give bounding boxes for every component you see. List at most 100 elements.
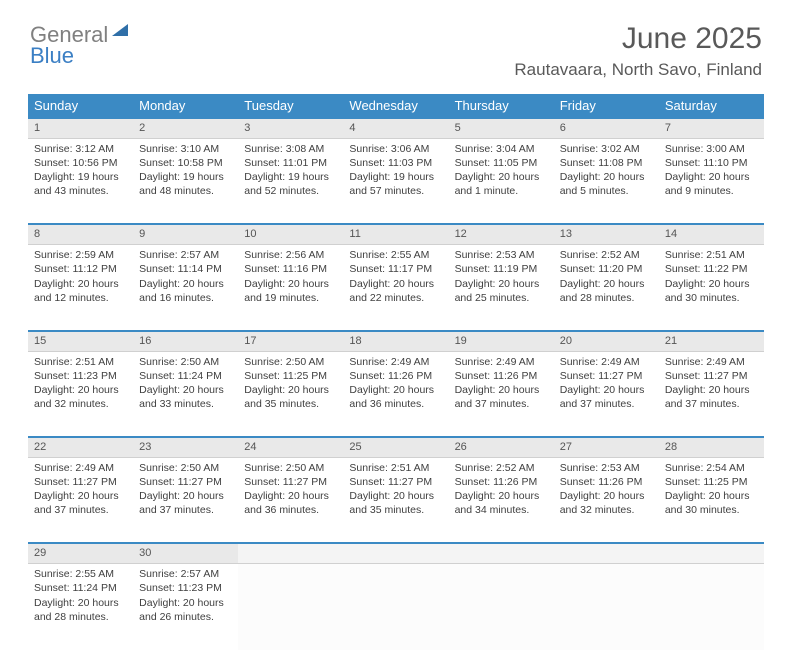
- sunset-text: Sunset: 11:26 PM: [455, 475, 548, 489]
- sunset-text: Sunset: 11:05 PM: [455, 156, 548, 170]
- daylight-text: Daylight: 20 hours and 35 minutes.: [244, 383, 337, 411]
- day-number-row: 2930: [28, 543, 764, 563]
- day-number-cell: 11: [343, 224, 448, 244]
- sunset-text: Sunset: 11:26 PM: [455, 369, 548, 383]
- day-content-cell: Sunrise: 3:10 AMSunset: 10:58 PMDaylight…: [133, 138, 238, 224]
- day-number-cell: 3: [238, 118, 343, 138]
- daylight-text: Daylight: 20 hours and 37 minutes.: [455, 383, 548, 411]
- day-header-row: SundayMondayTuesdayWednesdayThursdayFrid…: [28, 94, 764, 118]
- daylight-text: Daylight: 20 hours and 30 minutes.: [665, 489, 758, 517]
- day-header: Tuesday: [238, 94, 343, 118]
- day-number-cell: 29: [28, 543, 133, 563]
- daylight-text: Daylight: 19 hours and 52 minutes.: [244, 170, 337, 198]
- sunrise-text: Sunrise: 2:50 AM: [139, 355, 232, 369]
- calendar-table: SundayMondayTuesdayWednesdayThursdayFrid…: [28, 94, 764, 650]
- sunrise-text: Sunrise: 2:50 AM: [244, 355, 337, 369]
- day-content-cell: Sunrise: 2:51 AMSunset: 11:22 PMDaylight…: [659, 245, 764, 331]
- day-content-cell: Sunrise: 2:53 AMSunset: 11:19 PMDaylight…: [449, 245, 554, 331]
- sunset-text: Sunset: 11:23 PM: [139, 581, 232, 595]
- sunrise-text: Sunrise: 2:51 AM: [349, 461, 442, 475]
- sunset-text: Sunset: 11:26 PM: [560, 475, 653, 489]
- sunrise-text: Sunrise: 2:52 AM: [560, 248, 653, 262]
- page-title: June 2025: [514, 22, 762, 56]
- day-number-cell: 16: [133, 331, 238, 351]
- daylight-text: Daylight: 20 hours and 32 minutes.: [34, 383, 127, 411]
- sunset-text: Sunset: 11:12 PM: [34, 262, 127, 276]
- day-header: Saturday: [659, 94, 764, 118]
- sunrise-text: Sunrise: 3:06 AM: [349, 142, 442, 156]
- daylight-text: Daylight: 20 hours and 36 minutes.: [349, 383, 442, 411]
- logo-word-blue: Blue: [30, 46, 130, 67]
- sunrise-text: Sunrise: 2:56 AM: [244, 248, 337, 262]
- day-number-cell: 12: [449, 224, 554, 244]
- day-number-cell: 30: [133, 543, 238, 563]
- sunrise-text: Sunrise: 2:51 AM: [665, 248, 758, 262]
- day-number-cell: 21: [659, 331, 764, 351]
- title-block: June 2025 Rautavaara, North Savo, Finlan…: [514, 22, 762, 80]
- day-number-cell: [343, 543, 448, 563]
- day-number-cell: 22: [28, 437, 133, 457]
- day-content-cell: Sunrise: 2:53 AMSunset: 11:26 PMDaylight…: [554, 457, 659, 543]
- day-header: Sunday: [28, 94, 133, 118]
- sunrise-text: Sunrise: 2:52 AM: [455, 461, 548, 475]
- sunset-text: Sunset: 11:27 PM: [244, 475, 337, 489]
- sunrise-text: Sunrise: 3:08 AM: [244, 142, 337, 156]
- sunset-text: Sunset: 11:23 PM: [34, 369, 127, 383]
- day-number-cell: 25: [343, 437, 448, 457]
- sunrise-text: Sunrise: 2:49 AM: [349, 355, 442, 369]
- daylight-text: Daylight: 20 hours and 32 minutes.: [560, 489, 653, 517]
- sunrise-text: Sunrise: 2:54 AM: [665, 461, 758, 475]
- sunrise-text: Sunrise: 3:10 AM: [139, 142, 232, 156]
- day-content-cell: Sunrise: 2:49 AMSunset: 11:26 PMDaylight…: [343, 351, 448, 437]
- day-header: Friday: [554, 94, 659, 118]
- daylight-text: Daylight: 20 hours and 37 minutes.: [560, 383, 653, 411]
- day-content-cell: Sunrise: 3:08 AMSunset: 11:01 PMDaylight…: [238, 138, 343, 224]
- sunset-text: Sunset: 11:27 PM: [560, 369, 653, 383]
- sunrise-text: Sunrise: 2:59 AM: [34, 248, 127, 262]
- day-content-cell: [449, 564, 554, 650]
- day-number-cell: 26: [449, 437, 554, 457]
- sunrise-text: Sunrise: 2:55 AM: [349, 248, 442, 262]
- daylight-text: Daylight: 20 hours and 5 minutes.: [560, 170, 653, 198]
- logo-triangle-icon: [110, 22, 130, 42]
- sunset-text: Sunset: 11:27 PM: [349, 475, 442, 489]
- sunset-text: Sunset: 11:14 PM: [139, 262, 232, 276]
- day-content-cell: Sunrise: 2:49 AMSunset: 11:27 PMDaylight…: [28, 457, 133, 543]
- day-header: Monday: [133, 94, 238, 118]
- sunset-text: Sunset: 11:20 PM: [560, 262, 653, 276]
- sunrise-text: Sunrise: 3:02 AM: [560, 142, 653, 156]
- day-number-cell: 15: [28, 331, 133, 351]
- sunset-text: Sunset: 11:22 PM: [665, 262, 758, 276]
- sunset-text: Sunset: 11:10 PM: [665, 156, 758, 170]
- day-content-cell: Sunrise: 3:00 AMSunset: 11:10 PMDaylight…: [659, 138, 764, 224]
- day-header: Thursday: [449, 94, 554, 118]
- page-subtitle: Rautavaara, North Savo, Finland: [514, 60, 762, 80]
- day-content-cell: Sunrise: 2:51 AMSunset: 11:27 PMDaylight…: [343, 457, 448, 543]
- day-content-cell: Sunrise: 3:06 AMSunset: 11:03 PMDaylight…: [343, 138, 448, 224]
- day-content-row: Sunrise: 3:12 AMSunset: 10:56 PMDaylight…: [28, 138, 764, 224]
- day-number-cell: [449, 543, 554, 563]
- day-number-cell: 24: [238, 437, 343, 457]
- sunset-text: Sunset: 11:27 PM: [139, 475, 232, 489]
- day-number-cell: 27: [554, 437, 659, 457]
- sunset-text: Sunset: 11:08 PM: [560, 156, 653, 170]
- day-content-cell: Sunrise: 2:57 AMSunset: 11:23 PMDaylight…: [133, 564, 238, 650]
- sunrise-text: Sunrise: 3:04 AM: [455, 142, 548, 156]
- daylight-text: Daylight: 20 hours and 36 minutes.: [244, 489, 337, 517]
- day-number-cell: 13: [554, 224, 659, 244]
- day-content-cell: Sunrise: 2:49 AMSunset: 11:27 PMDaylight…: [554, 351, 659, 437]
- daylight-text: Daylight: 20 hours and 33 minutes.: [139, 383, 232, 411]
- sunrise-text: Sunrise: 2:53 AM: [455, 248, 548, 262]
- daylight-text: Daylight: 20 hours and 9 minutes.: [665, 170, 758, 198]
- day-content-row: Sunrise: 2:51 AMSunset: 11:23 PMDaylight…: [28, 351, 764, 437]
- daylight-text: Daylight: 20 hours and 34 minutes.: [455, 489, 548, 517]
- sunset-text: Sunset: 10:56 PM: [34, 156, 127, 170]
- day-content-row: Sunrise: 2:59 AMSunset: 11:12 PMDaylight…: [28, 245, 764, 331]
- day-number-row: 1234567: [28, 118, 764, 138]
- daylight-text: Daylight: 19 hours and 48 minutes.: [139, 170, 232, 198]
- sunset-text: Sunset: 11:27 PM: [34, 475, 127, 489]
- day-number-cell: 6: [554, 118, 659, 138]
- day-number-cell: 9: [133, 224, 238, 244]
- sunset-text: Sunset: 10:58 PM: [139, 156, 232, 170]
- day-number-row: 15161718192021: [28, 331, 764, 351]
